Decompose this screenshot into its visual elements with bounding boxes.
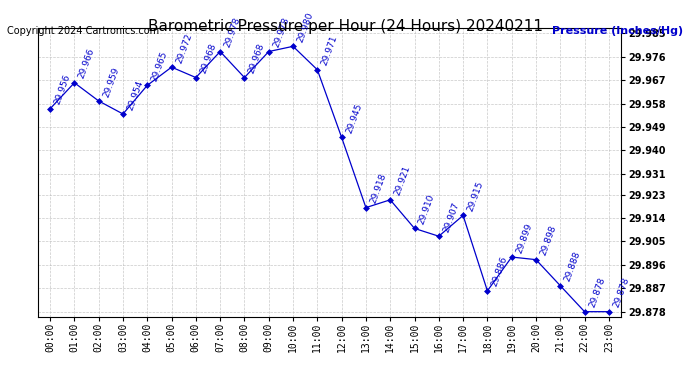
- Text: 29.959: 29.959: [101, 66, 121, 98]
- Text: Barometric Pressure per Hour (24 Hours) 20240211: Barometric Pressure per Hour (24 Hours) …: [148, 19, 542, 34]
- Text: 29.978: 29.978: [223, 16, 242, 49]
- Text: 29.965: 29.965: [150, 50, 169, 82]
- Text: 29.945: 29.945: [344, 102, 364, 135]
- Text: 29.972: 29.972: [175, 32, 193, 64]
- Text: 29.921: 29.921: [393, 165, 412, 197]
- Text: 29.968: 29.968: [247, 42, 266, 75]
- Text: 29.886: 29.886: [490, 255, 509, 288]
- Text: Pressure (Inches/Hg): Pressure (Inches/Hg): [552, 26, 683, 36]
- Text: 29.899: 29.899: [515, 222, 533, 254]
- Text: 29.898: 29.898: [539, 224, 558, 257]
- Text: 29.918: 29.918: [368, 172, 388, 205]
- Text: 29.907: 29.907: [442, 201, 461, 234]
- Text: 29.956: 29.956: [53, 73, 72, 106]
- Text: 29.878: 29.878: [587, 276, 607, 309]
- Text: 29.915: 29.915: [466, 180, 485, 213]
- Text: 29.954: 29.954: [126, 79, 145, 111]
- Text: Copyright 2024 Cartronics.com: Copyright 2024 Cartronics.com: [7, 26, 159, 36]
- Text: 29.966: 29.966: [77, 47, 97, 80]
- Text: 29.910: 29.910: [417, 193, 437, 226]
- Text: 29.888: 29.888: [563, 250, 582, 283]
- Text: 29.878: 29.878: [611, 276, 631, 309]
- Text: 29.980: 29.980: [296, 11, 315, 44]
- Text: 29.971: 29.971: [320, 34, 339, 67]
- Text: 29.968: 29.968: [199, 42, 218, 75]
- Text: 29.978: 29.978: [272, 16, 290, 49]
